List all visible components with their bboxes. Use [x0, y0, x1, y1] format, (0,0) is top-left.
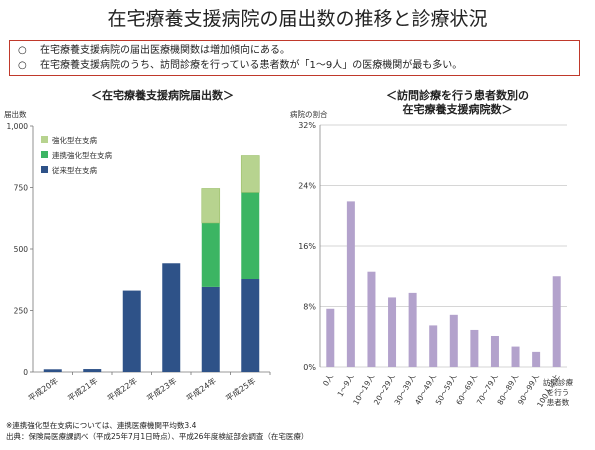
- x-tick-label: 1～9人: [336, 372, 356, 398]
- summary-line: ○ 在宅療養支援病院の届出医療機関数は増加傾向にある。: [18, 43, 571, 58]
- x-tick-label: 平成21年: [66, 375, 100, 403]
- chart2-title-line: 在宅療養支援病院数＞: [402, 103, 513, 116]
- y-axis-title: 届出数: [4, 109, 27, 119]
- bar-segment: [162, 263, 181, 372]
- bar: [408, 292, 417, 367]
- chart2-title-line: ＜訪問診療を行う患者数別の: [386, 89, 529, 102]
- x-tick-label: 平成23年: [145, 375, 179, 403]
- x-tick-label: 平成22年: [105, 375, 139, 403]
- summary-text: 在宅療養支援病院の届出医療機関数は増加傾向にある。: [40, 45, 290, 56]
- bar: [532, 351, 541, 367]
- y-tick-label: 24%: [298, 182, 316, 191]
- bullet-mark: ○: [18, 45, 27, 56]
- chart2-title: ＜訪問診療を行う患者数別の 在宅療養支援病院数＞: [330, 89, 585, 117]
- bar-segment: [201, 222, 220, 287]
- bar-segment: [43, 369, 62, 372]
- bar: [367, 271, 376, 367]
- bar: [490, 335, 499, 367]
- page-title: 在宅療養支援病院の届出数の推移と診療状況: [107, 8, 488, 30]
- x-tick-label: 平成24年: [184, 375, 218, 403]
- bar: [388, 297, 397, 367]
- bar-segment: [241, 192, 260, 280]
- y-tick-label: 8%: [303, 303, 316, 312]
- legend-swatch: [41, 151, 48, 158]
- legend-label: 連携強化型在支病: [52, 150, 112, 160]
- y-tick-label: 1,000: [7, 122, 29, 131]
- y-tick-label: 500: [14, 245, 29, 254]
- x-tick-label: 平成25年: [224, 375, 258, 403]
- bar-segment: [122, 290, 141, 372]
- source-note: 出典：保険局医療課調べ（平成25年7月1日時点）、平成26年度検証部会調査（在宅…: [6, 432, 309, 441]
- y-tick-label: 750: [14, 184, 29, 193]
- bar: [346, 201, 355, 367]
- bar-segment: [201, 188, 221, 224]
- bar-segment: [201, 286, 220, 372]
- bar: [326, 308, 335, 367]
- x-axis-title-line: 患者数: [547, 397, 570, 407]
- y-tick-label: 32%: [298, 121, 316, 130]
- legend-swatch: [41, 136, 48, 143]
- bar: [552, 276, 561, 367]
- bar-segment: [240, 155, 260, 193]
- x-axis-title-line: を行う: [547, 387, 570, 397]
- legend-label: 従来型在支病: [52, 165, 97, 175]
- x-tick-label: 0人: [321, 372, 335, 388]
- chart1-title: ＜在宅療養支援病院届出数＞: [91, 89, 234, 102]
- bar: [449, 314, 458, 367]
- x-tick-label: 平成20年: [26, 375, 60, 403]
- legend-label: 強化型在支病: [52, 135, 97, 145]
- bar-segment: [241, 279, 260, 372]
- bullet-mark: ○: [18, 60, 27, 71]
- summary-text: 在宅療養支援病院のうち、訪問診療を行っている患者数が「1～9人」の医療機関が最も…: [40, 60, 463, 71]
- legend-swatch: [41, 166, 48, 173]
- footnote: ※連携強化型在支病については、連携医療機関平均数3.4: [6, 421, 197, 430]
- summary-box: ○ 在宅療養支援病院の届出医療機関数は増加傾向にある。 ○ 在宅療養支援病院のうち、…: [9, 40, 580, 76]
- y-tick-label: 0%: [303, 363, 316, 372]
- y-tick-label: 250: [14, 307, 29, 316]
- x-axis-title-line: 訪問診療: [543, 377, 573, 387]
- bar-segment: [83, 369, 102, 372]
- y-tick-label: 16%: [298, 242, 316, 251]
- summary-line: ○ 在宅療養支援病院のうち、訪問診療を行っている患者数が「1～9人」の医療機関が最…: [18, 58, 571, 73]
- y-axis-title: 病院の割合: [290, 109, 328, 119]
- bar: [511, 346, 520, 367]
- y-tick-label: 0: [23, 368, 28, 377]
- bar: [429, 325, 438, 367]
- bar: [470, 329, 479, 367]
